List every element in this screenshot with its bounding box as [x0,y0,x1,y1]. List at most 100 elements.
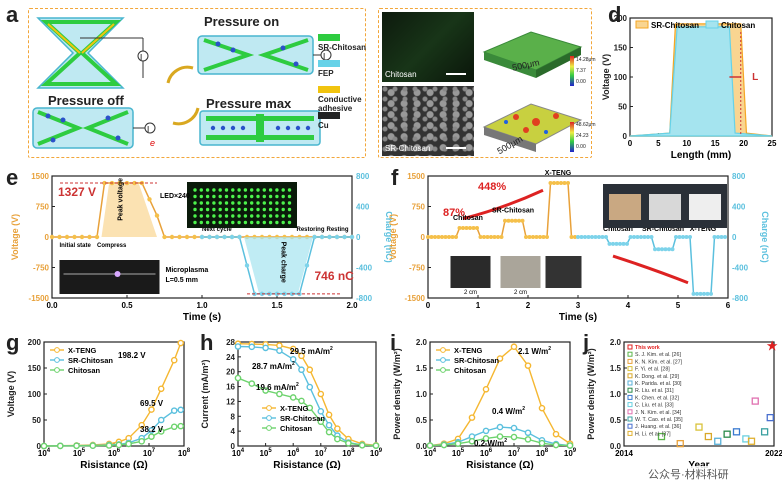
led-count-label: LED×240 [160,193,190,200]
increase-arrow [462,188,544,221]
charge-point [614,241,619,246]
charge-point [649,235,654,239]
series-point [276,342,283,349]
y-tick-label: 0.5 [416,416,428,425]
legend-label: F. Yi. et al. [28] [635,367,670,373]
charge-point [334,234,340,240]
series-point [170,407,178,414]
y-tick-label: 0.0 [416,442,428,451]
panel-d-chart: 0 50 100 150 200 0 5 10 15 20 25 Voltage (V) Length … [601,14,777,161]
voltage-point [454,235,458,239]
charge-point [691,291,696,296]
legend-marker [627,373,633,379]
legend-marker [627,351,633,357]
legend-label: J. N. Kim. et al. [34] [635,410,682,416]
panel-letter-d: d [608,2,622,27]
y2-tick-label: 0 [356,233,361,242]
y-tick-label: 0 [421,233,426,242]
legend-label: C. Liu. et al. [33] [635,403,674,409]
series-point [482,385,490,393]
x-tick-label: 15 [711,139,720,148]
legend-marker [627,366,633,372]
legend-label: J. Huang. et al. [36] [635,424,681,430]
charge-point [586,235,591,239]
phase-label: Initial state [60,243,92,249]
y-tick-label: 24 [226,353,235,362]
x-structure-relaxed [36,17,125,89]
voltage-point [545,235,549,239]
y-tick-label: 2.0 [416,338,428,347]
panel-g-chart: 0 50 100 150 200 104 105 106 107 108 Voltage (V) Ri… [6,338,191,471]
x-axis-label: Risistance (Ω) [466,460,533,471]
legend-item: FEP [318,60,368,86]
legend-marker [54,347,60,353]
legend-marker [266,405,272,411]
series-point [566,442,574,449]
annotation: 2.1 W/m2 [518,346,551,356]
y-tick-label: 0 [623,132,628,141]
voltage-point [513,218,518,223]
voltage-point [538,235,542,239]
b-colorbar-labels: 14.28μm 7.37 0.00 [576,57,596,85]
series-point [496,433,504,440]
series-point [157,416,165,424]
microplasma-label: Microplasma [166,267,209,274]
legend-marker [266,425,272,431]
legend-marker [627,402,633,408]
charge-point [723,235,727,239]
y2-axis-label: Charge (nC) [760,211,770,263]
y-tick-label: 150 [28,364,42,373]
device-label: Chitosan [603,226,633,233]
legend-label: This work [635,345,660,351]
series-point [177,339,185,347]
x-tick-label: 20 [739,139,748,148]
series-point [334,435,341,443]
peak-charge-label: Peak charge [280,242,287,283]
peak-voltage-value: 1327 V [58,185,96,199]
series-point [325,421,333,429]
charge-point [656,247,661,252]
charge-point [199,234,205,240]
charge-point [244,263,250,268]
series-point [510,433,518,441]
series-point [345,439,352,447]
series-point [138,438,145,445]
literature-point [766,413,774,422]
series-point [276,390,283,398]
y-tick-label: 1.0 [416,390,428,399]
series-point [552,430,560,438]
literature-point [760,428,769,436]
series-point [468,437,476,445]
x-axis-label: Time (s) [559,312,597,323]
literature-point [747,437,756,445]
series-point [177,406,185,414]
svg-text:I: I [147,125,149,134]
sample-photo [500,256,541,288]
voltage-point [162,234,167,240]
series-point [115,441,123,449]
charge-point [705,291,710,296]
charge-point [607,241,612,246]
legend-marker [54,357,60,363]
annotation: 0.4 W/m2 [492,406,525,416]
voltage-point [102,180,107,186]
charge-point [639,235,643,239]
y-tick-label: 8 [231,412,236,421]
voltage-point [94,234,100,240]
series-point [524,362,532,369]
device-label: SR-Chitosan [492,208,534,215]
literature-point [695,423,703,431]
peak-charge-value: 746 nC [315,269,355,283]
x-axis-label: Year [688,460,709,471]
charge-point [677,235,682,239]
literature-point [751,397,759,405]
charge-point [702,291,706,296]
voltage-point [429,235,434,239]
panel-letter-i: i [390,330,397,355]
legend-label: K. Parida. et al. [30] [635,381,682,387]
charge-point [611,241,615,246]
y-tick-label: 1.5 [610,364,622,373]
series-point [325,411,333,419]
x-tick-label: 2014 [615,449,633,458]
device-label: X-TENG [545,170,572,177]
